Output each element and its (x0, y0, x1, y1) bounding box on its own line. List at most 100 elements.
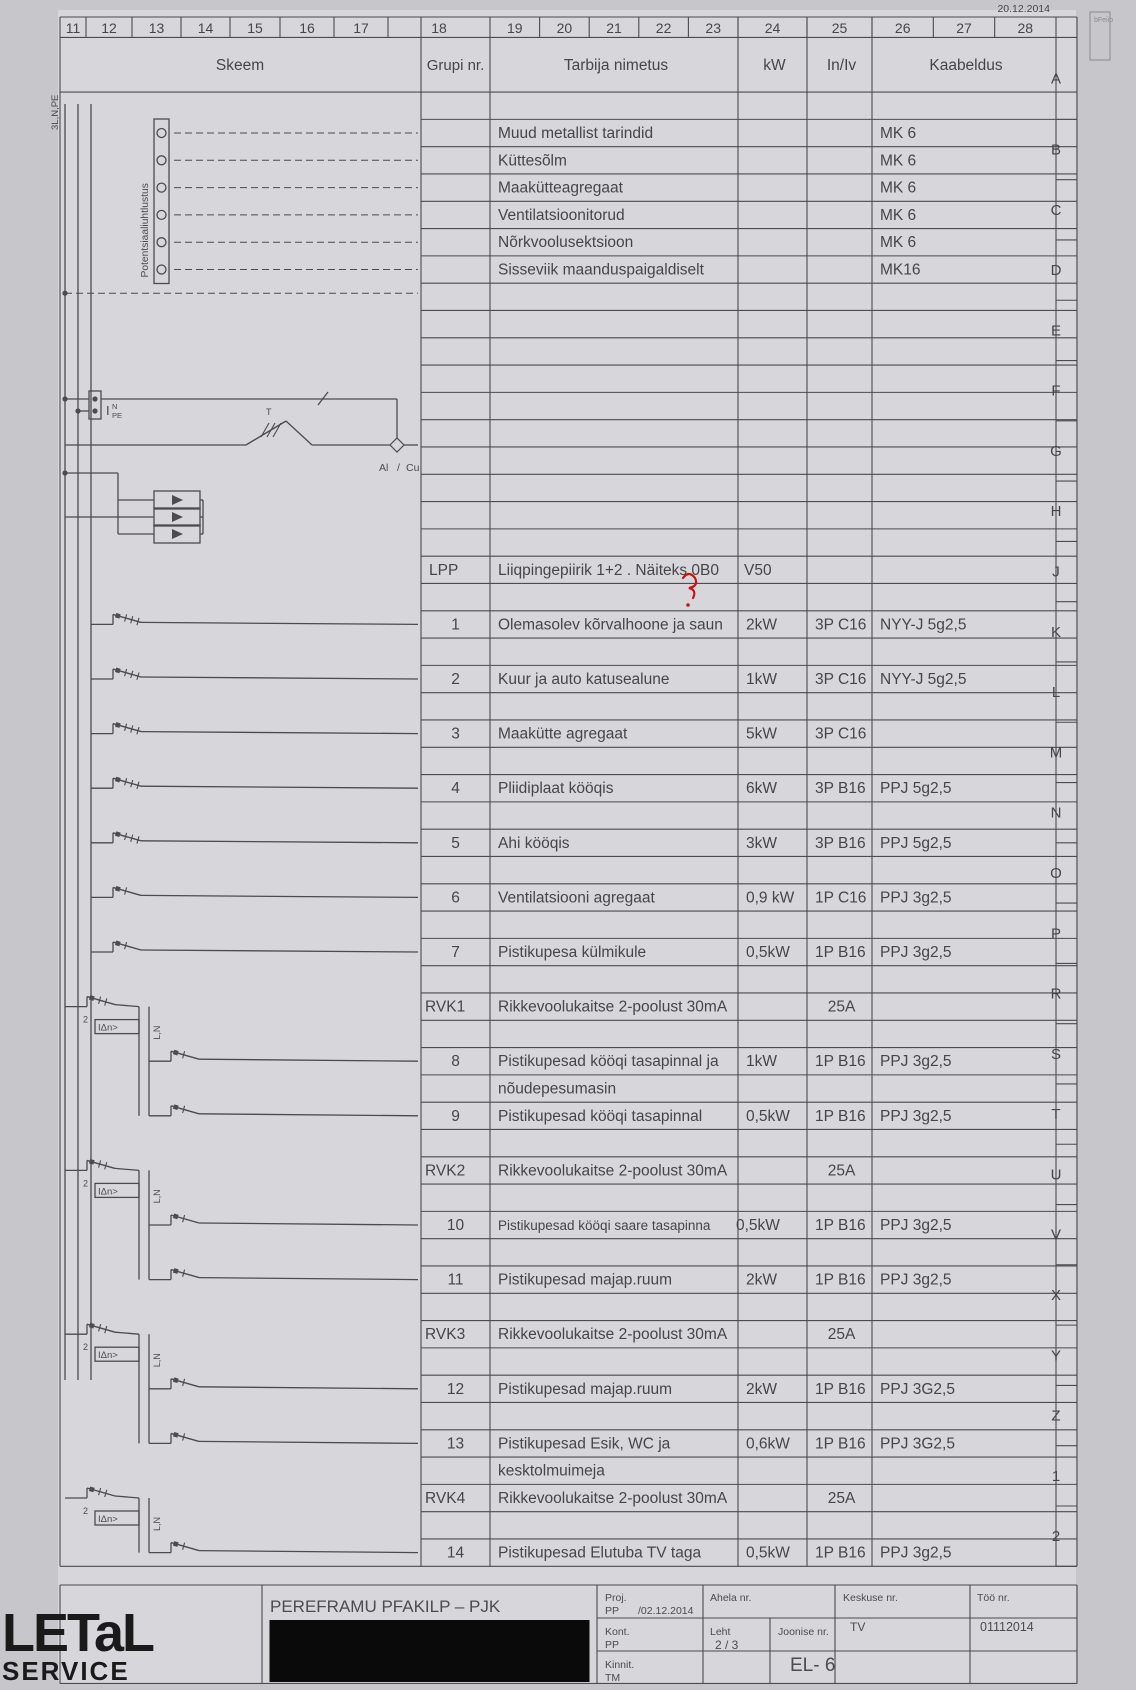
svg-text:10: 10 (447, 1217, 465, 1234)
svg-text:RVK1: RVK1 (425, 999, 465, 1016)
svg-text:kW: kW (763, 57, 786, 74)
svg-text:11: 11 (447, 1272, 463, 1289)
svg-text:2: 2 (83, 1178, 88, 1188)
svg-text:MK 6: MK 6 (880, 152, 916, 169)
svg-text:Pistikupesad kööqi tasapinnal: Pistikupesad kööqi tasapinnal ja (498, 1053, 719, 1070)
svg-text:Muud metallist tarindid: Muud metallist tarindid (498, 125, 653, 142)
svg-text:V: V (1051, 1227, 1061, 1244)
svg-text:PP: PP (605, 1605, 619, 1617)
svg-text:L,N: L,N (152, 1026, 162, 1040)
svg-text:TM: TM (605, 1672, 620, 1684)
svg-text:N: N (1051, 805, 1062, 822)
svg-text:M: M (1050, 744, 1063, 761)
svg-text:LPP: LPP (429, 562, 458, 579)
svg-text:Olemasolev kõrvalhoone ja saun: Olemasolev kõrvalhoone ja saun (498, 616, 723, 633)
svg-text:PPJ 3G2,5: PPJ 3G2,5 (880, 1435, 955, 1452)
svg-text:25A: 25A (828, 1490, 856, 1507)
svg-text:RVK4: RVK4 (425, 1490, 466, 1507)
svg-text:PPJ 3g2,5: PPJ 3g2,5 (880, 1272, 952, 1289)
svg-text:19: 19 (507, 20, 523, 36)
svg-text:1: 1 (1052, 1468, 1060, 1485)
svg-text:Cu: Cu (406, 462, 420, 474)
svg-text:3P B16: 3P B16 (815, 835, 866, 852)
svg-text:L,N: L,N (152, 1353, 162, 1367)
svg-text:NYY-J 5g2,5: NYY-J 5g2,5 (880, 616, 966, 633)
svg-text:Pistikupesad majap.ruum: Pistikupesad majap.ruum (498, 1381, 672, 1398)
svg-text:Tarbija nimetus: Tarbija nimetus (564, 57, 668, 74)
svg-text:V50: V50 (744, 562, 772, 579)
svg-text:0,6kW: 0,6kW (746, 1435, 790, 1452)
svg-text:3P C16: 3P C16 (815, 671, 866, 688)
svg-text:IΔn>: IΔn> (98, 1350, 118, 1361)
svg-text:Leht: Leht (710, 1626, 731, 1638)
svg-text:0,5kW: 0,5kW (746, 1108, 790, 1125)
svg-text:25: 25 (832, 20, 848, 36)
svg-text:0,5kW: 0,5kW (746, 1545, 790, 1562)
svg-text:F: F (1051, 383, 1060, 400)
svg-text:PPJ 3g2,5: PPJ 3g2,5 (880, 1217, 952, 1234)
svg-text:5: 5 (451, 835, 460, 852)
svg-text:Liiqpingepiirik 1+2 . Näiteks: Liiqpingepiirik 1+2 . Näiteks 0B0 (498, 562, 719, 579)
svg-text:1P B16: 1P B16 (815, 1053, 866, 1070)
svg-text:1P B16: 1P B16 (815, 1217, 866, 1234)
svg-text:PPJ 3g2,5: PPJ 3g2,5 (880, 1053, 952, 1070)
svg-text:3P B16: 3P B16 (815, 780, 866, 797)
svg-text:1P B16: 1P B16 (815, 1108, 866, 1125)
svg-text:PPJ 3g2,5: PPJ 3g2,5 (880, 1545, 952, 1562)
svg-text:Pistikupesad Esik, WC ja: Pistikupesad Esik, WC ja (498, 1435, 671, 1452)
svg-text:EL- 6: EL- 6 (790, 1655, 835, 1676)
svg-text:MK 6: MK 6 (880, 207, 916, 224)
svg-text:11: 11 (66, 20, 81, 36)
svg-text:2kW: 2kW (746, 1381, 777, 1398)
svg-text:L: L (1052, 684, 1060, 701)
svg-text:Nõrkvoolusektsioon: Nõrkvoolusektsioon (498, 234, 633, 251)
svg-text:Z: Z (1051, 1408, 1060, 1425)
svg-text:28: 28 (1018, 20, 1034, 36)
svg-text:7: 7 (451, 944, 460, 961)
svg-text:D: D (1051, 262, 1062, 279)
svg-text:23: 23 (705, 20, 721, 36)
svg-text:2kW: 2kW (746, 616, 777, 633)
svg-text:/02.12.2014: /02.12.2014 (638, 1605, 694, 1617)
svg-text:Ahela nr.: Ahela nr. (710, 1592, 751, 1604)
svg-text:20.12.2014: 20.12.2014 (997, 3, 1050, 15)
svg-text:24: 24 (765, 20, 781, 36)
svg-text:Maakütte agregaat: Maakütte agregaat (498, 726, 628, 743)
svg-text:Kuur ja auto katusealune: Kuur ja auto katusealune (498, 671, 669, 688)
svg-text:MK 6: MK 6 (880, 234, 916, 251)
svg-text:Kont.: Kont. (605, 1626, 630, 1638)
svg-text:Rikkevoolukaitse 2-poolust 30m: Rikkevoolukaitse 2-poolust 30mA (498, 1326, 728, 1343)
svg-text:PE: PE (112, 411, 122, 420)
svg-text:H: H (1051, 503, 1062, 520)
svg-text:MK16: MK16 (880, 262, 921, 279)
svg-text:K: K (1051, 624, 1061, 641)
svg-text:1P B16: 1P B16 (815, 1272, 866, 1289)
svg-text:T: T (1051, 1106, 1060, 1123)
svg-text:1P C16: 1P C16 (815, 889, 866, 906)
svg-text:IΔn>: IΔn> (98, 1186, 118, 1197)
svg-text:25A: 25A (828, 1162, 856, 1179)
svg-text:Proj.: Proj. (605, 1592, 627, 1604)
svg-text:5kW: 5kW (746, 726, 777, 743)
svg-text:PPJ 5g2,5: PPJ 5g2,5 (880, 780, 952, 797)
svg-text:I: I (106, 403, 110, 418)
svg-text:In/Iv: In/Iv (827, 57, 857, 74)
svg-text:MK 6: MK 6 (880, 125, 916, 142)
svg-text:L,N: L,N (152, 1189, 162, 1203)
svg-text:PPJ 3G2,5: PPJ 3G2,5 (880, 1381, 955, 1398)
svg-text:Al: Al (379, 462, 388, 474)
svg-text:Pistikupesad Elutuba TV taga: Pistikupesad Elutuba TV taga (498, 1545, 701, 1562)
svg-text:25A: 25A (828, 999, 856, 1016)
svg-text:R: R (1051, 986, 1062, 1003)
svg-text:TV: TV (850, 1620, 865, 1634)
svg-text:Pistikupesad majap.ruum: Pistikupesad majap.ruum (498, 1272, 672, 1289)
svg-text:J: J (1052, 564, 1060, 581)
svg-text:PEREFRAMU PFAKILP – PJK: PEREFRAMU PFAKILP – PJK (270, 1597, 501, 1616)
svg-text:Y: Y (1051, 1347, 1061, 1364)
svg-text:2: 2 (451, 671, 460, 688)
svg-text:RVK3: RVK3 (425, 1326, 465, 1343)
svg-text:PPJ 5g2,5: PPJ 5g2,5 (880, 835, 952, 852)
svg-text:4: 4 (451, 780, 460, 797)
svg-text:N: N (112, 402, 117, 411)
svg-text:Potentsiaaliuhtlustus: Potentsiaaliuhtlustus (140, 183, 151, 277)
